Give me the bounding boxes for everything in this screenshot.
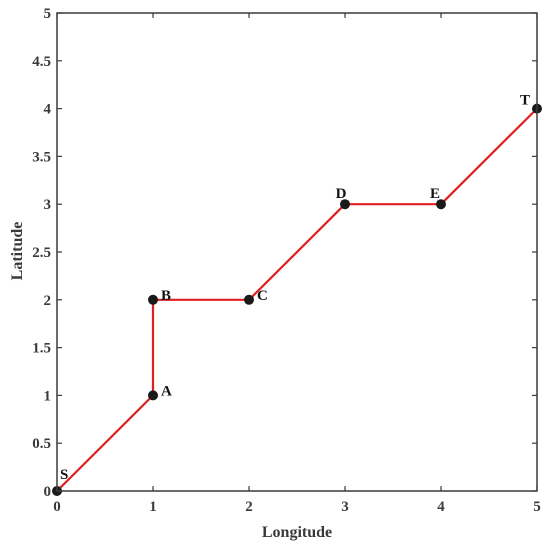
plot-frame <box>56 12 538 492</box>
x-tick-label: 0 <box>53 499 61 515</box>
data-point-a <box>148 390 158 401</box>
y-tick-label: 0 <box>44 484 52 500</box>
y-tick-label: 4 <box>44 102 52 118</box>
x-tick-label: 5 <box>533 499 541 515</box>
y-tick-label: 2 <box>44 293 52 309</box>
point-label-s: S <box>60 467 68 483</box>
x-axis-label: Longitude <box>262 524 332 541</box>
point-label-c: C <box>257 288 268 304</box>
y-tick-label: 2.5 <box>32 245 51 261</box>
data-point-d <box>340 199 350 210</box>
x-tick-label: 4 <box>437 499 445 515</box>
axes-frame <box>56 12 538 492</box>
y-tick-label: 0.5 <box>32 436 51 452</box>
point-label-b: B <box>161 288 171 304</box>
y-axis-ticks: 0 0.5 1 1.5 2 2.5 3 3.5 4 4.5 5 <box>32 6 537 500</box>
x-tick-label: 2 <box>245 499 253 515</box>
point-label-e: E <box>430 186 440 202</box>
point-label-t: T <box>520 93 530 109</box>
point-labels-layer: S A B C D E T <box>60 93 530 483</box>
x-axis-ticks: 0 1 2 3 4 5 <box>53 13 541 515</box>
y-axis-label: Latitude <box>9 222 26 281</box>
y-tick-label: 1 <box>44 388 52 404</box>
data-point-c <box>244 294 254 305</box>
data-point-e <box>436 199 446 210</box>
y-tick-label: 3.5 <box>32 149 51 165</box>
y-tick-label: 5 <box>44 6 52 22</box>
x-tick-label: 3 <box>341 499 349 515</box>
data-point-b <box>148 294 158 305</box>
point-label-d: D <box>336 186 347 202</box>
x-tick-label: 1 <box>149 499 157 515</box>
y-tick-label: 3 <box>44 197 52 213</box>
y-tick-label: 4.5 <box>32 54 51 70</box>
point-label-a: A <box>161 383 172 399</box>
y-tick-label: 1.5 <box>32 341 51 357</box>
